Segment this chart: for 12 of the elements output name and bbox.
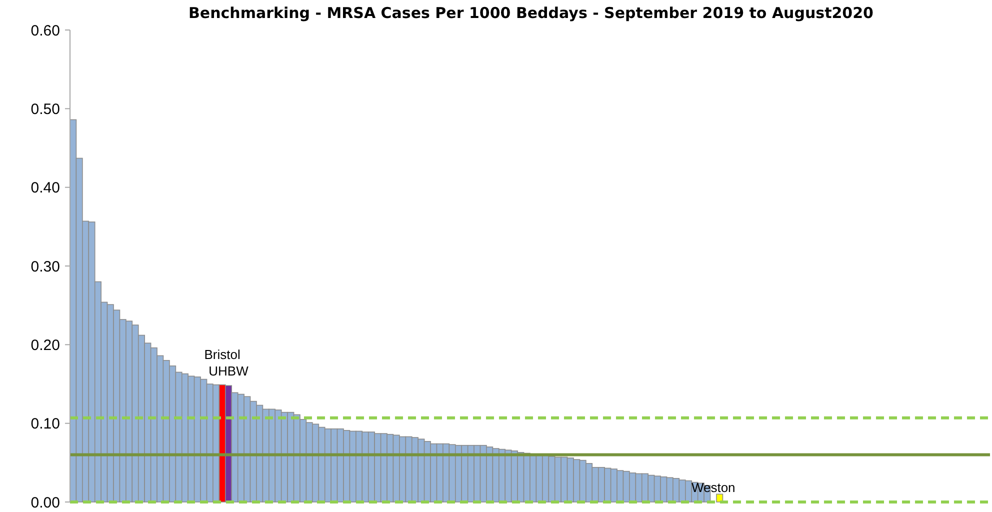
y-tick-label: 0.60 [30,22,60,40]
x-tick-label: Bristol [204,346,240,362]
bar [716,494,724,502]
chart-title: Benchmarking - MRSA Cases Per 1000 Beddays - September 2019 to August2020 [188,4,874,22]
y-tick-label: 0.50 [30,100,60,118]
y-tick-label: 0.00 [30,494,60,512]
y-tick-label: 0.10 [30,416,60,433]
y-tick-label: 0.30 [30,258,60,276]
x-tick-label: Weston [691,480,736,495]
y-tick-label: 0.40 [30,180,60,197]
x-tick-label: UHBW [208,364,250,379]
y-tick-label: 0.20 [30,336,60,354]
